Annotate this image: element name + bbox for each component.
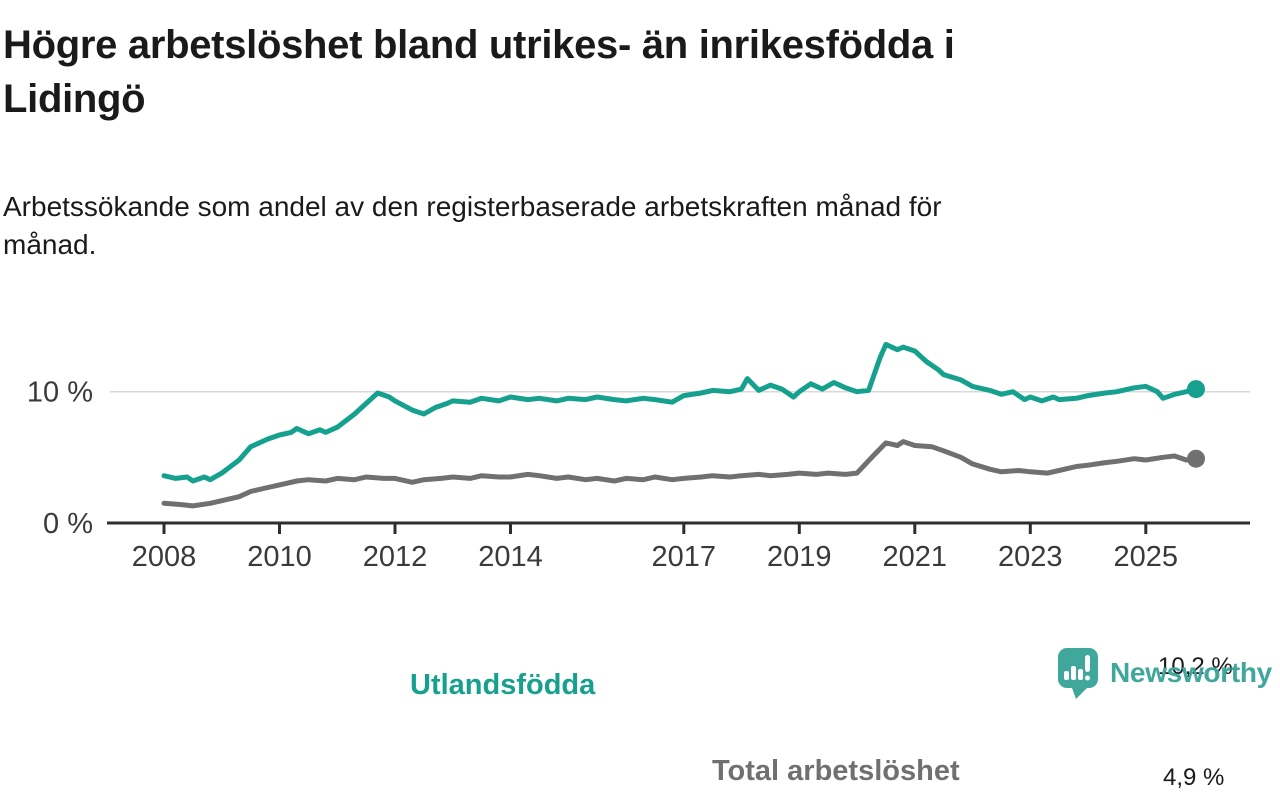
series-label-utlandsfodda: Utlandsfödda <box>410 669 596 701</box>
x-axis-tick-labels: 2008 2010 2012 2014 2017 2019 2021 2023 2025 <box>132 541 1178 573</box>
svg-text:0 %: 0 % <box>43 508 93 540</box>
newsworthy-logo-icon <box>1058 648 1098 699</box>
logo-bar-chart-glyph <box>1064 655 1090 681</box>
svg-text:2014: 2014 <box>478 541 543 573</box>
line-chart: 2008 2010 2012 2014 2017 2019 2021 2023 2025 0 %… <box>0 300 1280 791</box>
end-value-label-utlandsfodda: 10,2 % <box>1158 653 1233 680</box>
svg-text:2019: 2019 <box>767 541 832 573</box>
svg-text:2010: 2010 <box>247 541 312 573</box>
page-title-line2: Lidingö <box>3 77 146 121</box>
x-axis-ticks <box>162 524 1148 534</box>
series-line-0 <box>161 341 1199 484</box>
page-title-line1: Högre arbetslöshet bland utrikes- än inr… <box>3 23 955 67</box>
series-label-total-arbetsloshet: Total arbetslöshet <box>712 755 960 787</box>
svg-text:2021: 2021 <box>883 541 948 573</box>
chart-subtitle-line1: Arbetssökande som andel av den registerb… <box>3 191 942 222</box>
svg-text:10 %: 10 % <box>27 377 93 409</box>
page-title: Högre arbetslöshet bland utrikes- än inr… <box>3 18 1153 126</box>
svg-text:2017: 2017 <box>652 541 717 573</box>
series-dot-0 <box>1187 380 1205 399</box>
chart-subtitle: Arbetssökande som andel av den registerb… <box>3 188 1183 264</box>
newsworthy-logo-text: Newsworthy <box>1110 657 1272 688</box>
series-line-1 <box>161 439 1199 509</box>
svg-text:2025: 2025 <box>1114 541 1179 573</box>
svg-text:2012: 2012 <box>363 541 428 573</box>
chart-subtitle-line2: månad. <box>3 229 97 260</box>
svg-text:2008: 2008 <box>132 541 197 573</box>
chart-canvas: 2008 2010 2012 2014 2017 2019 2021 2023 2025 0 %… <box>27 341 1250 573</box>
newsworthy-logo: Newsworthy <box>1056 646 1272 700</box>
svg-text:2023: 2023 <box>998 541 1063 573</box>
series-dot-1 <box>1187 449 1205 468</box>
y-axis-tick-labels: 0 % 10 % <box>27 377 93 540</box>
end-value-label-total: 4,9 % <box>1163 764 1225 791</box>
